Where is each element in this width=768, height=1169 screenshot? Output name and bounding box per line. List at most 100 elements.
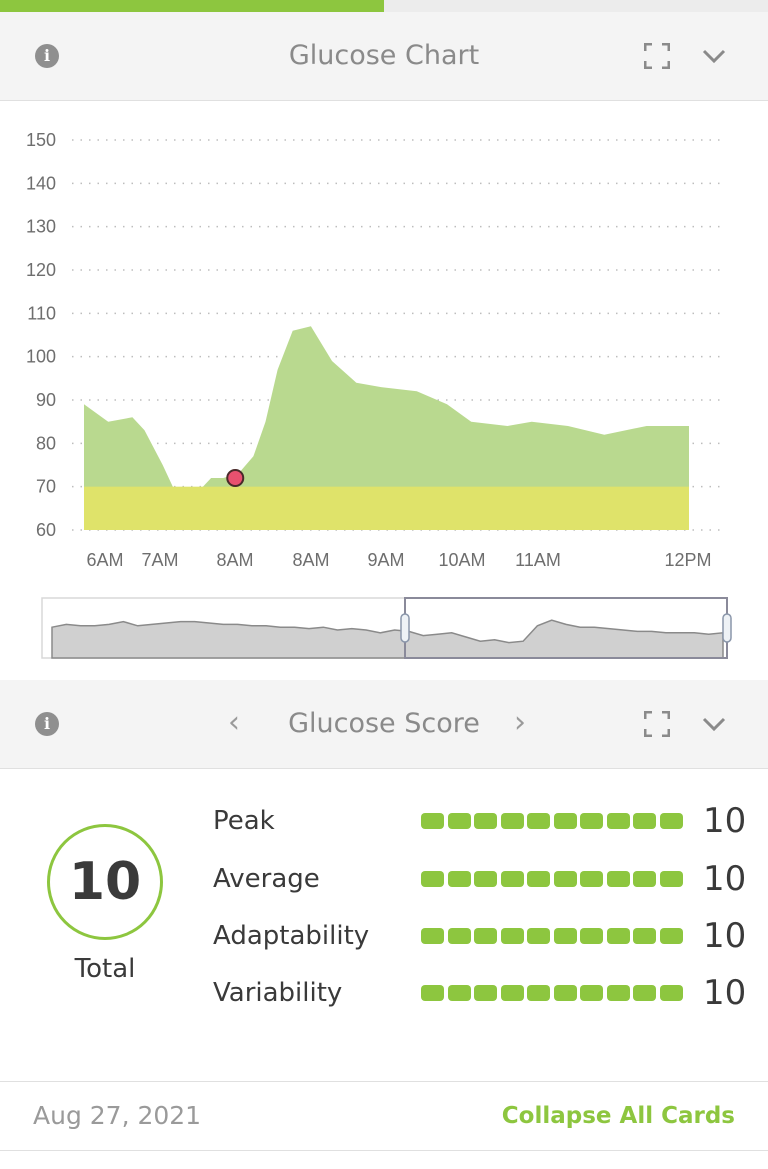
metric-bar-segment — [659, 985, 683, 1001]
glucose-score-body: 10 Total Peak 10 Average 10 Adaptability… — [0, 768, 768, 1080]
metric-bar-segment — [606, 928, 630, 944]
x-tick-label: 7AM — [141, 550, 178, 570]
metric-bar — [421, 871, 685, 887]
y-tick-label: 70 — [36, 477, 56, 497]
y-tick-label: 80 — [36, 433, 56, 453]
overview-handle — [722, 613, 732, 643]
x-tick-label: 6AM — [86, 550, 123, 570]
metric-bar-segment — [553, 871, 577, 887]
metric-value: 10 — [703, 916, 747, 956]
metric-bar-segment — [500, 985, 524, 1001]
top-progress-fill — [0, 0, 384, 12]
previous-arrow-icon[interactable]: ‹ — [228, 705, 240, 740]
metric-bar-segment — [659, 871, 683, 887]
metric-row-average: Average 10 — [0, 859, 768, 899]
metric-bar-segment — [580, 813, 603, 829]
metric-bar-segment — [421, 813, 444, 829]
x-tick-label: 9AM — [367, 550, 404, 570]
total-score-circle: 10 — [47, 824, 163, 940]
metric-bar-segment — [500, 871, 524, 887]
expand-icon[interactable] — [644, 43, 670, 69]
expand-icon[interactable] — [644, 711, 670, 737]
chevron-down-icon[interactable] — [701, 45, 727, 67]
metric-bar-segment — [500, 813, 524, 829]
metric-bar-segment — [474, 985, 497, 1001]
glucose-score-title: Glucose Score — [288, 708, 480, 739]
metric-bar-segment — [659, 813, 683, 829]
metric-bar-segment — [421, 871, 444, 887]
metric-bar-segment — [553, 985, 577, 1001]
metric-bar-segment — [633, 871, 656, 887]
target-range-band — [84, 486, 689, 530]
current-reading-marker — [226, 469, 245, 487]
metric-bar-segment — [421, 928, 444, 944]
overview-handle — [400, 613, 410, 643]
metric-bar-segment — [606, 871, 630, 887]
metric-bar-segment — [527, 871, 550, 887]
metric-bar-segment — [580, 985, 603, 1001]
total-score-label: Total — [74, 954, 136, 984]
metric-bar-segment — [606, 813, 630, 829]
metric-bar-segment — [447, 813, 471, 829]
glucose-chart: 150 140 130 120 110 100 90 80 70 60 6AM 7AM 8AM 8AM 9A… — [0, 100, 768, 680]
metric-row-adaptability: Adaptability 10 — [0, 916, 768, 956]
metric-bar-segment — [447, 871, 471, 887]
overview-series — [51, 619, 724, 659]
metric-bar-segment — [606, 985, 630, 1001]
info-icon[interactable]: i — [35, 712, 59, 736]
metric-bar — [421, 985, 685, 1001]
glucose-chart-svg: 150 140 130 120 110 100 90 80 70 60 6AM 7AM 8AM 8AM 9A… — [26, 130, 732, 659]
info-icon[interactable]: i — [35, 44, 59, 68]
metric-label: Average — [213, 864, 320, 894]
metric-value: 10 — [703, 859, 747, 899]
x-tick-label: 11AM — [515, 550, 561, 570]
metric-bar-segment — [633, 985, 656, 1001]
metric-label: Adaptability — [213, 921, 370, 951]
metric-bar-segment — [447, 928, 471, 944]
metric-bar-segment — [527, 928, 550, 944]
glucose-score-header: i ‹ Glucose Score › — [0, 680, 768, 769]
x-tick-label: 8AM — [292, 550, 329, 570]
metric-bar-segment — [474, 928, 497, 944]
glucose-chart-header: i Glucose Chart — [0, 12, 768, 101]
metric-bar-segment — [580, 928, 603, 944]
y-tick-label: 110 — [27, 303, 56, 323]
metric-bar-segment — [527, 813, 550, 829]
metric-bar-segment — [553, 928, 577, 944]
metric-bar-segment — [580, 871, 603, 887]
metric-bar-segment — [553, 813, 577, 829]
metric-bar-segment — [633, 928, 656, 944]
metric-bar-segment — [633, 813, 656, 829]
metric-bar — [421, 928, 685, 944]
y-tick-label: 150 — [26, 130, 56, 150]
metric-bar-segment — [421, 985, 444, 1001]
x-tick-label: 12PM — [664, 550, 711, 570]
metric-row-peak: Peak 10 — [0, 801, 768, 841]
metric-bar-segment — [500, 928, 524, 944]
collapse-all-cards-link[interactable]: Collapse All Cards — [501, 1103, 735, 1129]
next-arrow-icon[interactable]: › — [514, 705, 526, 740]
metric-value: 10 — [703, 801, 747, 841]
metric-label: Peak — [213, 806, 275, 836]
y-tick-label: 60 — [36, 520, 56, 540]
metric-bar-segment — [474, 813, 497, 829]
metric-bar-segment — [447, 985, 471, 1001]
x-tick-label: 8AM — [216, 550, 253, 570]
footer-date: Aug 27, 2021 — [33, 1101, 202, 1130]
y-tick-label: 100 — [26, 347, 56, 367]
top-progress-track — [0, 0, 768, 12]
y-tick-label: 120 — [26, 260, 56, 280]
y-tick-label: 130 — [26, 217, 56, 237]
footer: Aug 27, 2021 Collapse All Cards — [0, 1081, 768, 1151]
metric-label: Variability — [213, 978, 343, 1008]
metric-bar — [421, 813, 685, 829]
metric-value: 10 — [703, 973, 747, 1013]
chevron-down-icon[interactable] — [701, 713, 727, 735]
metric-row-variability: Variability 10 — [0, 973, 768, 1013]
metric-bar-segment — [659, 928, 683, 944]
y-tick-label: 140 — [26, 173, 56, 193]
glucose-chart-title: Glucose Chart — [288, 40, 480, 71]
y-tick-label: 90 — [36, 390, 56, 410]
metric-bar-segment — [474, 871, 497, 887]
metric-bar-segment — [527, 985, 550, 1001]
